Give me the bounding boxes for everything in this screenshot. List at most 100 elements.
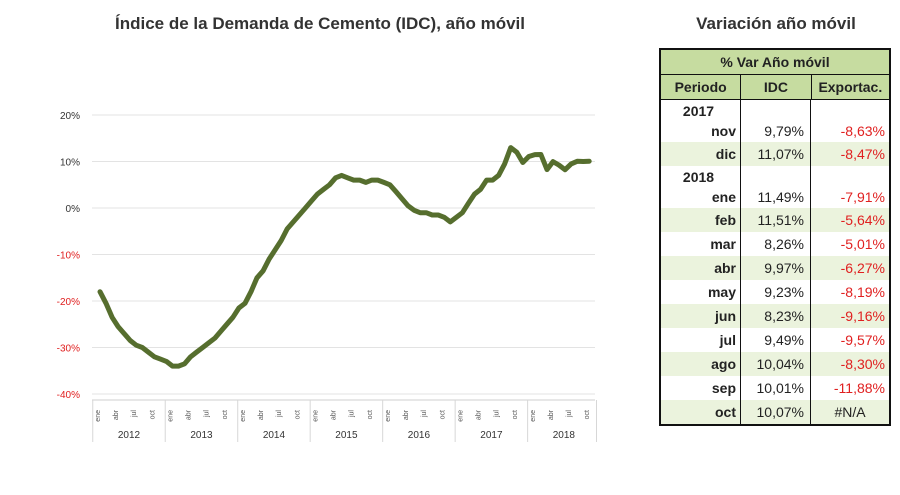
month-tick-label: jul [421,410,428,418]
idc-cell: 11,51% [741,208,811,232]
month-tick-label: oct [294,410,301,419]
export-cell: -9,16% [840,308,885,324]
month-tick-label: oct [512,410,519,419]
table-row: jul 9,49% -9,57% [661,328,889,352]
export-cell: -7,91% [840,189,885,205]
idc-cell: 8,23% [741,304,811,328]
export-cell: #N/A [834,404,866,420]
export-cell: -8,47% [840,146,885,162]
year-label: 2017 [682,103,715,119]
month-tick-label: jul [131,410,138,418]
month-tick-label: abr [548,409,555,420]
idc-cell: 10,04% [741,352,811,376]
table-row: jun 8,23% -9,16% [661,304,889,328]
idc-cell: 10,07% [741,400,811,424]
year-label: 2018 [553,430,576,441]
series-line [97,145,592,369]
month-label: ene [711,189,736,205]
month-tick-label: oct [149,410,156,419]
year-label: 2017 [480,430,503,441]
y-tick-label: -30% [57,344,80,355]
table-row: 2018 ene 11,49% -7,91% [661,166,889,208]
month-tick-label: ene [457,410,464,422]
idc-cell: 9,23% [741,280,811,304]
period-cell: mar [661,232,741,256]
year-label: 2015 [335,430,358,441]
table-row: oct 10,07% #N/A [661,400,889,424]
table-row: 2017 nov 9,79% -8,63% [661,100,889,142]
export-cell: -8,19% [840,284,885,300]
month-tick-label: oct [367,410,374,419]
y-tick-label: 0% [66,204,81,215]
chart-title: Índice de la Demanda de Cemento (IDC), a… [115,14,525,33]
export-cell: -5,64% [840,212,885,228]
period-cell: feb [661,208,741,232]
month-tick-label: jul [276,410,283,418]
export-cell: -11,88% [833,380,885,396]
idc-cell: 10,01% [741,376,811,400]
month-tick-label: jul [349,410,356,418]
table-body: 2017 nov 9,79% -8,63% dic 11,07% -8,47% 2018 ene… [661,100,889,424]
month-tick-label: oct [584,410,591,419]
table-caption: % Var Año móvil [661,50,889,75]
month-tick-label: jul [566,410,573,418]
month-tick-label: abr [113,409,120,420]
export-cell: -6,27% [840,260,885,276]
table-row: sep 10,01% -11,88% [661,376,889,400]
y-tick-label: 20% [60,111,80,122]
month-tick-label: ene [95,410,102,422]
period-cell: may [661,280,741,304]
period-cell: ago [661,352,741,376]
period-cell: sep [661,376,741,400]
month-tick-label: abr [403,409,410,420]
idc-cell: 8,26% [741,232,811,256]
period-cell: 2018 ene [661,166,741,208]
idc-cell: 11,07% [741,142,811,166]
header-exportac: Exportac. [818,79,883,95]
month-tick-label: ene [312,410,319,422]
idc-line-chart: 20% 10% 0% -10% -20% -30% -40% 2012 ene abr jul oc… [57,111,597,442]
year-label: 2014 [263,430,286,441]
y-tick-label: -20% [57,297,80,308]
y-tick-label: 10% [60,158,80,169]
export-cell: -8,63% [840,123,885,139]
year-label: 2013 [190,430,213,441]
month-tick-label: abr [258,409,265,420]
idc-cell: 11,49% [741,166,811,208]
year-label: 2018 [682,169,715,185]
month-tick-label: ene [240,410,247,422]
y-tick-label: -10% [57,251,80,262]
header-periodo: Periodo [661,75,742,99]
period-cell: abr [661,256,741,280]
table-row: mar 8,26% -5,01% [661,232,889,256]
table-title: Variación año móvil [696,14,856,33]
month-tick-label: ene [167,410,174,422]
year-label: 2012 [118,430,141,441]
month-tick-label: oct [439,410,446,419]
month-tick-label: abr [476,409,483,420]
month-tick-label: ene [530,410,537,422]
table-row: ago 10,04% -8,30% [661,352,889,376]
month-tick-label: ene [385,410,392,422]
idc-cell: 9,49% [741,328,811,352]
table-header: Periodo IDC Exportac. [661,75,889,100]
header-idc: IDC [741,75,812,99]
y-tick-label: -40% [57,390,80,401]
idc-cell: 9,79% [741,100,811,142]
export-cell: -9,57% [840,332,885,348]
month-tick-label: oct [222,410,229,419]
period-cell: 2017 nov [661,100,741,142]
period-cell: oct [661,400,741,424]
period-cell: dic [661,142,741,166]
month-label: nov [711,123,736,139]
variation-table: % Var Año móvil Periodo IDC Exportac. 20… [659,48,891,426]
month-tick-label: abr [331,409,338,420]
year-label: 2016 [408,430,431,441]
export-cell: -8,30% [840,356,885,372]
idc-cell: 9,97% [741,256,811,280]
month-tick-label: jul [494,410,501,418]
export-cell: -5,01% [840,236,885,252]
month-tick-label: jul [204,410,211,418]
period-cell: jul [661,328,741,352]
table-row: dic 11,07% -8,47% [661,142,889,166]
